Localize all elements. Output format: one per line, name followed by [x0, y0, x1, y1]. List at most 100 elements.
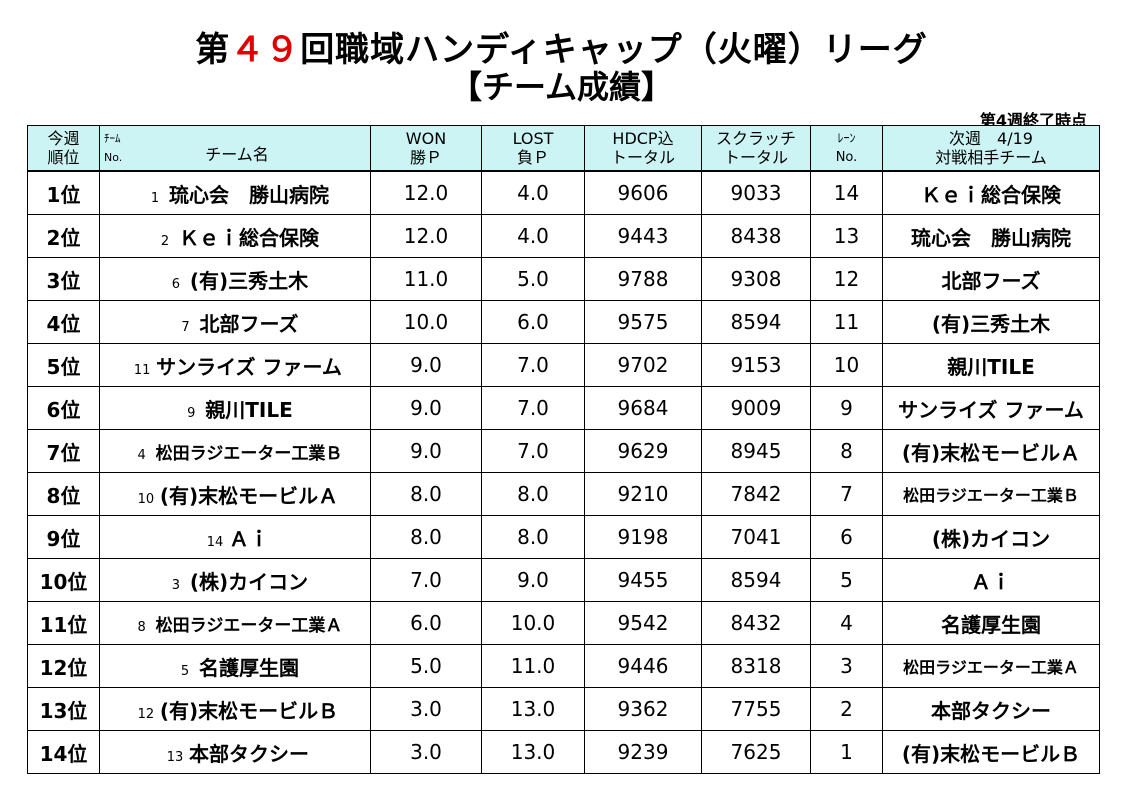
hdcp-total: 9446 — [584, 644, 702, 688]
hdcp-total: 9455 — [584, 558, 702, 602]
lane-number: 2 — [810, 687, 883, 731]
table-row: 13位 12 (有)末松モービルＢ 3.0 13.0 9362 7755 2 本部タクシー — [27, 687, 1100, 731]
team-name: (有)末松モービルＡ — [159, 483, 339, 508]
standings-table: 今週 順位 ﾁｰﾑ No. チーム名 WON 勝Ｐ LOST 負Ｐ HDCP込 トータル … — [27, 125, 1100, 774]
team-number: 8 — [137, 619, 146, 635]
won-points: 9.0 — [370, 343, 482, 387]
hdcp-total: 9542 — [584, 601, 702, 645]
team-name: (有)末松モービルＢ — [159, 698, 339, 723]
title-suffix: 回職域ハンディキャップ（火曜）リーグ — [300, 30, 928, 70]
lost-points: 13.0 — [481, 687, 585, 731]
next-opponent: Ｋｅｉ総合保険 — [882, 170, 1100, 215]
team-number: 2 — [160, 233, 170, 249]
team-cell: 3 (株)カイコン — [99, 558, 371, 602]
team-cell: 2 Ｋｅｉ総合保険 — [99, 214, 371, 258]
rank-cell: 3位 — [27, 257, 100, 301]
team-number: 4 — [137, 447, 146, 463]
won-points: 12.0 — [370, 214, 482, 258]
hdcp-total: 9210 — [584, 472, 702, 516]
table-row: 7位 4 松田ラジエーター工業Ｂ 9.0 7.0 9629 8945 8 (有)末松モービルＡ — [27, 429, 1100, 473]
won-points: 6.0 — [370, 601, 482, 645]
team-number: 12 — [137, 706, 155, 722]
team-name: サンライズ ファーム — [156, 354, 342, 379]
header-won: WON 勝Ｐ — [370, 125, 482, 172]
scratch-total: 8432 — [701, 601, 811, 645]
next-opponent: (有)末松モービルＡ — [882, 429, 1100, 473]
header-lane: ﾚｰﾝ No. — [810, 125, 883, 172]
rank-cell: 4位 — [27, 300, 100, 344]
team-name: Ｋｅｉ総合保険 — [179, 225, 319, 250]
table-row: 9位 14 Ａｉ 8.0 8.0 9198 7041 6 (株)カイコン — [27, 515, 1100, 559]
team-number: 3 — [171, 577, 180, 593]
lane-number: 4 — [810, 601, 883, 645]
scratch-total: 8318 — [701, 644, 811, 688]
scratch-total: 8945 — [701, 429, 811, 473]
team-cell: 13 本部タクシー — [99, 730, 371, 774]
table-row: 6位 9 親川TILE 9.0 7.0 9684 9009 9 サンライズ ファーム — [27, 386, 1100, 430]
next-opponent: 北部フーズ — [882, 257, 1100, 301]
team-cell: 12 (有)末松モービルＢ — [99, 687, 371, 731]
rank-cell: 8位 — [27, 472, 100, 516]
rank-cell: 2位 — [27, 214, 100, 258]
rank-cell: 13位 — [27, 687, 100, 731]
team-number: 6 — [171, 276, 180, 292]
won-points: 5.0 — [370, 644, 482, 688]
hdcp-total: 9443 — [584, 214, 702, 258]
scratch-total: 9033 — [701, 170, 811, 215]
lost-points: 4.0 — [481, 214, 585, 258]
lost-points: 5.0 — [481, 257, 585, 301]
rank-cell: 12位 — [27, 644, 100, 688]
next-opponent: サンライズ ファーム — [882, 386, 1100, 430]
lost-points: 7.0 — [481, 429, 585, 473]
scratch-total: 7755 — [701, 687, 811, 731]
scratch-total: 9009 — [701, 386, 811, 430]
scratch-total: 7842 — [701, 472, 811, 516]
lane-number: 13 — [810, 214, 883, 258]
lost-points: 6.0 — [481, 300, 585, 344]
header-scratch-total: スクラッチ トータル — [701, 125, 811, 172]
next-opponent: 松田ラジエーター工業Ａ — [882, 644, 1100, 688]
lost-points: 13.0 — [481, 730, 585, 774]
scratch-total: 8594 — [701, 558, 811, 602]
scratch-total: 7625 — [701, 730, 811, 774]
rank-cell: 10位 — [27, 558, 100, 602]
scratch-total: 9153 — [701, 343, 811, 387]
team-cell: 5 名護厚生園 — [99, 644, 371, 688]
team-cell: 4 松田ラジエーター工業Ｂ — [99, 429, 371, 473]
rank-cell: 1位 — [27, 170, 100, 215]
table-row: 10位 3 (株)カイコン 7.0 9.0 9455 8594 5 Ａｉ — [27, 558, 1100, 602]
team-name: 北部フーズ — [199, 311, 299, 336]
header-hdcp-total: HDCP込 トータル — [584, 125, 702, 172]
lost-points: 8.0 — [481, 515, 585, 559]
next-opponent: (有)三秀土木 — [882, 300, 1100, 344]
lost-points: 9.0 — [481, 558, 585, 602]
won-points: 9.0 — [370, 386, 482, 430]
hdcp-total: 9629 — [584, 429, 702, 473]
team-cell: 1 琉心会 勝山病院 — [99, 170, 371, 215]
hdcp-total: 9575 — [584, 300, 702, 344]
team-name: 名護厚生園 — [199, 655, 299, 680]
header-lost: LOST 負Ｐ — [481, 125, 585, 172]
rank-cell: 9位 — [27, 515, 100, 559]
hdcp-total: 9702 — [584, 343, 702, 387]
team-name: 松田ラジエーター工業Ｂ — [155, 443, 343, 464]
scratch-total: 9308 — [701, 257, 811, 301]
team-number: 5 — [180, 663, 190, 679]
table-row: 8位 10 (有)末松モービルＡ 8.0 8.0 9210 7842 7 松田ラジエーター工業Ｂ — [27, 472, 1100, 516]
table-row: 4位 7 北部フーズ 10.0 6.0 9575 8594 11 (有)三秀土木 — [27, 300, 1100, 344]
team-name: (株)カイコン — [189, 569, 309, 594]
won-points: 7.0 — [370, 558, 482, 602]
scratch-total: 7041 — [701, 515, 811, 559]
next-opponent: 親川TILE — [882, 343, 1100, 387]
scratch-total: 8594 — [701, 300, 811, 344]
next-opponent: (有)末松モービルＢ — [882, 730, 1100, 774]
team-name: 松田ラジエーター工業Ａ — [155, 615, 343, 636]
won-points: 3.0 — [370, 730, 482, 774]
won-points: 9.0 — [370, 429, 482, 473]
lost-points: 11.0 — [481, 644, 585, 688]
table-row: 12位 5 名護厚生園 5.0 11.0 9446 8318 3 松田ラジエーター工業Ａ — [27, 644, 1100, 688]
lane-number: 9 — [810, 386, 883, 430]
team-number: 1 — [150, 190, 160, 206]
lane-number: 11 — [810, 300, 883, 344]
hdcp-total: 9362 — [584, 687, 702, 731]
